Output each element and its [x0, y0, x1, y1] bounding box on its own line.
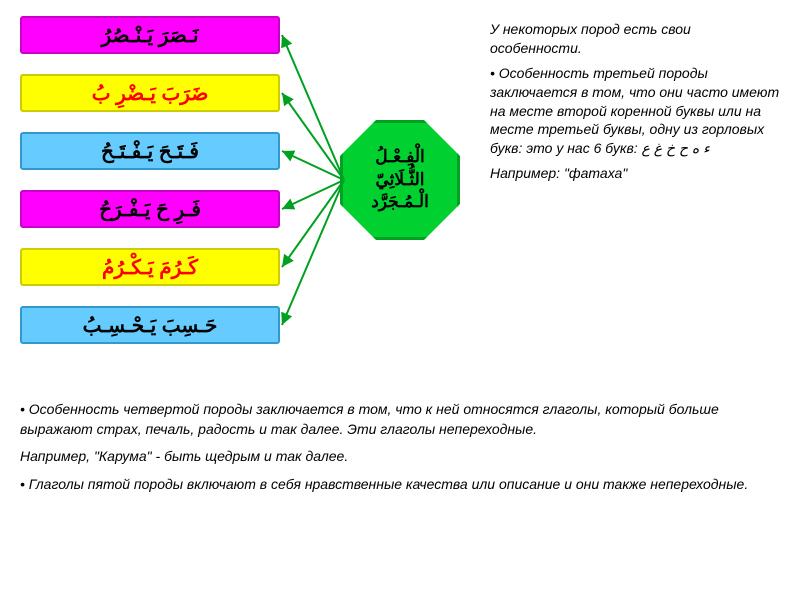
arrow-4 [282, 180, 344, 267]
verb-box-4: كَـرُمَ يَـكْـرُمُ [20, 248, 280, 286]
top-p1: У некоторых пород есть свои особенности. [490, 20, 780, 58]
bottom-p1: • Особенность четвертой породы заключает… [20, 400, 780, 439]
top-p3: Например: "фатаха" [490, 164, 780, 183]
verb-box-0: نَـصَرَ يَـنْـصُرُ [20, 16, 280, 54]
octagon-central-node: الْفِـعْـلُالثُّـلَاثِيّالْـمُـجَرَّد [340, 120, 460, 240]
arrow-0 [282, 35, 344, 180]
top-text-block: У некоторых пород есть свои особенности.… [490, 20, 780, 189]
verb-box-5: حَـسِبَ يَـحْـسِـبُ [20, 306, 280, 344]
bottom-p2: Например, "Карума" - быть щедрым и так д… [20, 447, 780, 467]
octagon-label: الْفِـعْـلُالثُّـلَاثِيّالْـمُـجَرَّد [365, 140, 435, 221]
arrow-3 [282, 180, 344, 209]
arrow-1 [282, 93, 344, 180]
bottom-text-block: • Особенность четвертой породы заключает… [20, 400, 780, 502]
arrow-5 [282, 180, 344, 325]
arrow-2 [282, 151, 344, 180]
verb-box-1: ضَرَبَ يَـضْرِ بُ [20, 74, 280, 112]
bottom-p3: • Глаголы пятой породы включают в себя н… [20, 475, 780, 495]
verb-list: نَـصَرَ يَـنْـصُرُ ضَرَبَ يَـضْرِ بُ فَـتَ… [20, 16, 280, 364]
page: У некоторых пород есть свои особенности.… [0, 0, 800, 600]
verb-box-3: فَـرِ حَ يَـفْـرَحُ [20, 190, 280, 228]
top-p2: • Особенность третьей породы заключается… [490, 64, 780, 158]
verb-box-2: فَـتَـحَ يَـفْـتَـحُ [20, 132, 280, 170]
